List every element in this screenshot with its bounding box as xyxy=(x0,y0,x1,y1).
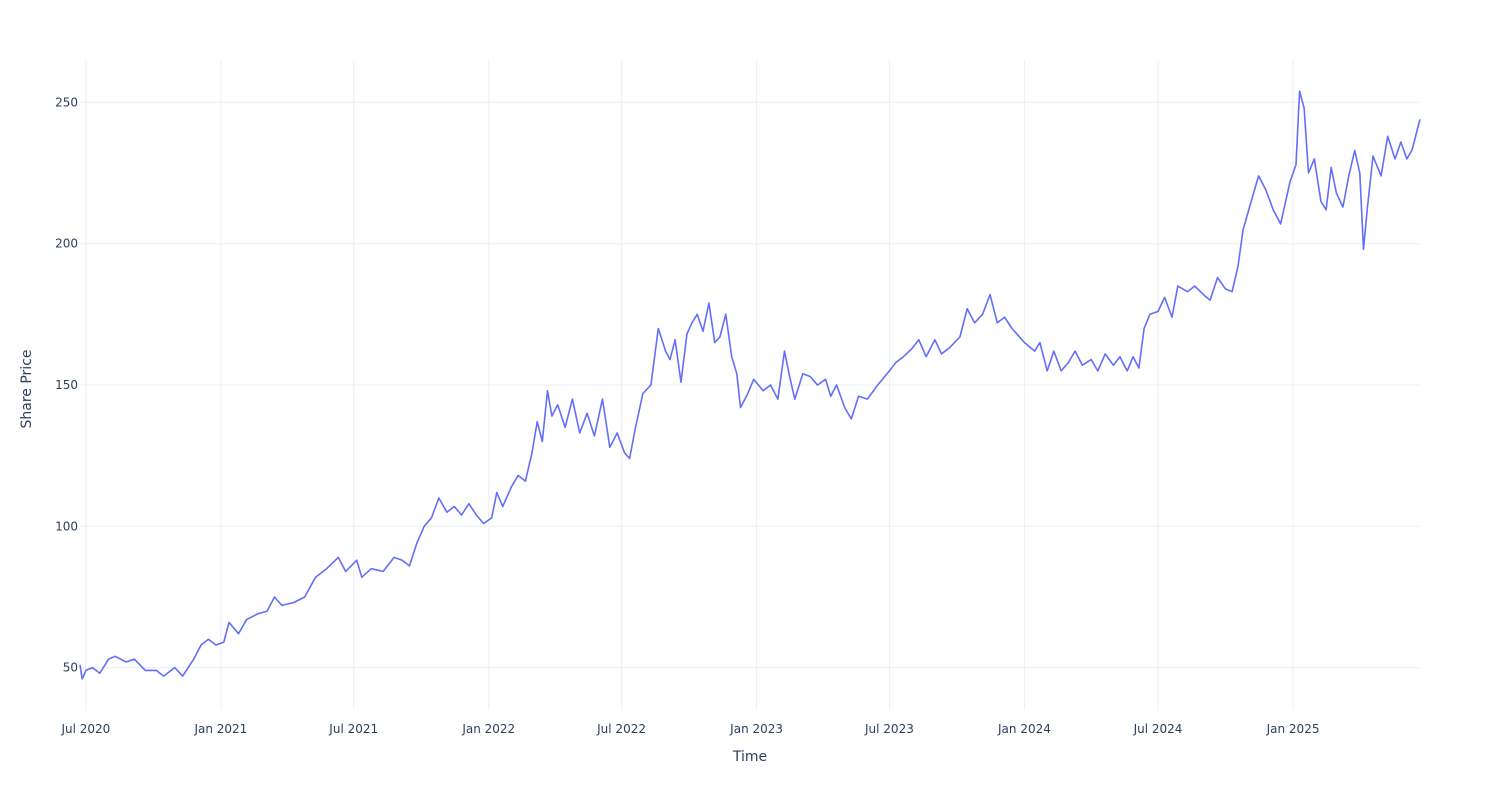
x-tick-label: Jan 2024 xyxy=(997,722,1051,736)
y-tick-label: 150 xyxy=(55,378,78,392)
x-tick-label: Jul 2022 xyxy=(596,722,646,736)
x-tick-label: Jan 2023 xyxy=(729,722,783,736)
x-axis-title: Time xyxy=(732,749,767,765)
y-axis-title: Share Price xyxy=(19,349,35,428)
x-tick-label: Jan 2022 xyxy=(461,722,515,736)
x-tick-label: Jan 2025 xyxy=(1266,722,1320,736)
y-tick-label: 50 xyxy=(63,661,78,675)
x-tick-label: Jul 2024 xyxy=(1133,722,1183,736)
y-tick-labels: 50 100 150 200 250 xyxy=(55,95,78,674)
y-tick-label: 100 xyxy=(55,519,78,533)
share-price-series-line xyxy=(79,90,1421,680)
x-tick-label: Jul 2023 xyxy=(864,722,914,736)
plot-series xyxy=(79,90,1421,680)
y-gridlines xyxy=(80,101,1420,669)
y-tick-label: 200 xyxy=(55,237,78,251)
x-tick-labels: Jul 2020 Jan 2021 Jul 2021 Jan 2022 Jul 2022… xyxy=(60,722,1319,736)
y-tick-label: 250 xyxy=(55,95,78,109)
x-tick-label: Jul 2021 xyxy=(328,722,378,736)
x-tick-label: Jul 2020 xyxy=(60,722,110,736)
x-tick-label: Jan 2021 xyxy=(193,722,247,736)
